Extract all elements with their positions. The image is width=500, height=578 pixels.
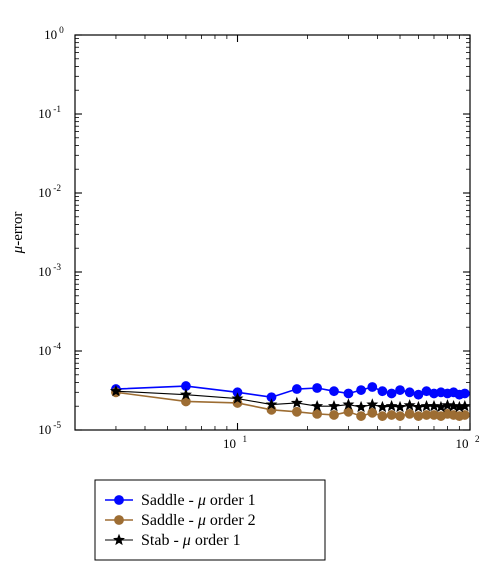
legend-label: Saddle - μ order 1: [141, 492, 256, 509]
svg-text:-3: -3: [53, 263, 61, 273]
chart-container: 10110210-510-410-310-210-1100μ-errorSadd…: [0, 0, 500, 578]
svg-text:-1: -1: [53, 105, 61, 115]
chart-svg: 10110210-510-410-310-210-1100μ-errorSadd…: [0, 0, 500, 578]
svg-text:2: 2: [475, 434, 480, 444]
svg-text:-5: -5: [53, 421, 61, 431]
svg-text:10: 10: [44, 27, 57, 42]
svg-text:μ-error: μ-error: [10, 212, 26, 255]
svg-text:10: 10: [38, 264, 51, 279]
legend: Saddle - μ order 1 Saddle - μ order 2 Stab…: [95, 480, 325, 560]
y-axis-title: μ-error: [10, 212, 26, 255]
svg-text:10: 10: [38, 343, 51, 358]
legend-label: Stab - μ order 1: [141, 532, 241, 549]
svg-text:-4: -4: [53, 342, 61, 352]
svg-text:10: 10: [38, 422, 51, 437]
svg-text:1: 1: [243, 434, 248, 444]
svg-text:10: 10: [456, 436, 469, 451]
legend-label: Saddle - μ order 2: [141, 512, 256, 529]
svg-text:10: 10: [223, 436, 236, 451]
svg-text:10: 10: [38, 106, 51, 121]
svg-text:-2: -2: [53, 184, 61, 194]
svg-text:0: 0: [59, 26, 64, 36]
svg-text:10: 10: [38, 185, 51, 200]
